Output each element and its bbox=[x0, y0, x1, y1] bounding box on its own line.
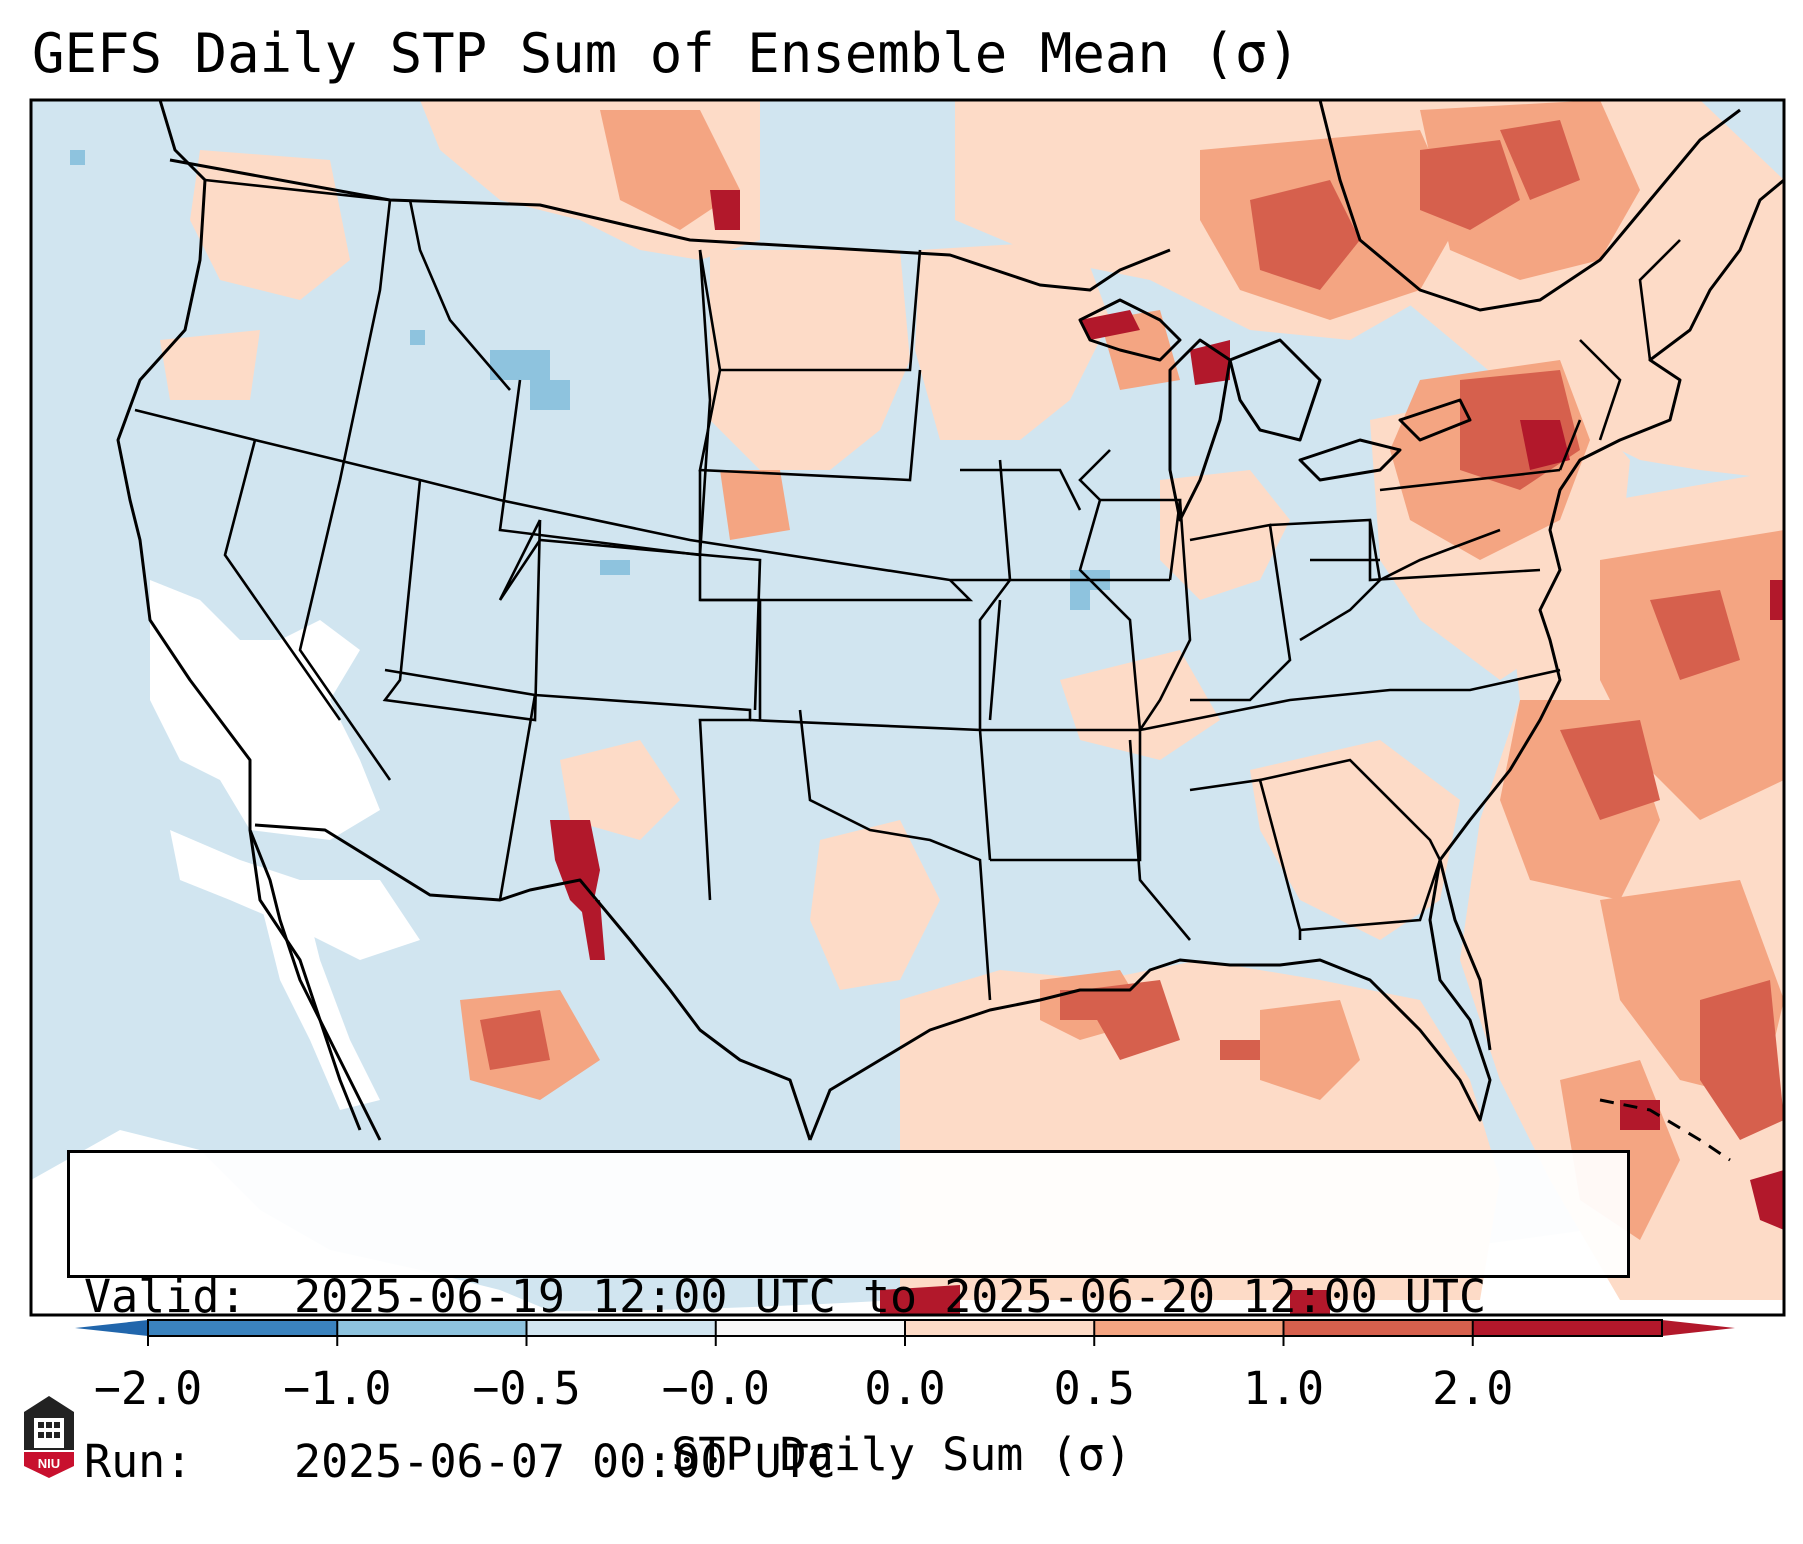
map-frame bbox=[29, 98, 1786, 1317]
colorbar-segment bbox=[526, 1320, 717, 1336]
colorbar-segment bbox=[1094, 1320, 1284, 1336]
colorbar-extend-low bbox=[75, 1320, 148, 1336]
svg-text:NIU: NIU bbox=[38, 1456, 60, 1471]
colorbar bbox=[75, 1319, 1735, 1346]
colorbar-tick-label: −2.0 bbox=[93, 1362, 203, 1415]
valid-value: 2025-06-19 12:00 UTC to 2025-06-20 12:00… bbox=[294, 1270, 1487, 1323]
page-title: GEFS Daily STP Sum of Ensemble Mean (σ) bbox=[32, 22, 1300, 85]
colorbar-segment bbox=[1283, 1320, 1474, 1336]
colorbar-tick-label: 1.0 bbox=[1242, 1362, 1325, 1415]
colorbar-tick-label: 0.5 bbox=[1053, 1362, 1135, 1415]
colorbar-extend-high bbox=[1662, 1320, 1735, 1336]
valid-info-box: Valid: 2025-06-19 12:00 UTC to 2025-06-20… bbox=[67, 1150, 1630, 1488]
run-label: Run: bbox=[84, 1435, 193, 1488]
colorbar-tick-label: −1.0 bbox=[283, 1362, 392, 1415]
niu-logo: NIU bbox=[24, 1396, 74, 1478]
colorbar-tick-label: 2.0 bbox=[1432, 1362, 1514, 1415]
coastlines-and-borders bbox=[116, 100, 1784, 1162]
colorbar-tick-label: −0.0 bbox=[661, 1362, 770, 1415]
colorbar-segment bbox=[905, 1320, 1095, 1336]
map-figure bbox=[29, 98, 1786, 1346]
colorbar-segment bbox=[1472, 1320, 1663, 1336]
state-borders bbox=[134, 178, 1681, 1001]
colorbar-tick-labels: −2.0 −1.0 −0.5 −0.0 0.0 0.5 1.0 2.0 bbox=[0, 1362, 1803, 1422]
colorbar-label: STP Daily Sum (σ) bbox=[671, 1428, 1132, 1481]
colorbar-tick-label: −0.5 bbox=[472, 1362, 581, 1415]
valid-label: Valid: bbox=[84, 1270, 247, 1323]
colorbar-segment bbox=[148, 1320, 338, 1336]
colorbar-segment bbox=[337, 1320, 527, 1336]
colorbar-tick-label: 0.0 bbox=[864, 1362, 946, 1415]
colorbar-segment bbox=[715, 1320, 906, 1336]
run-value: 2025-06-07 00:00 UTC bbox=[294, 1435, 836, 1488]
